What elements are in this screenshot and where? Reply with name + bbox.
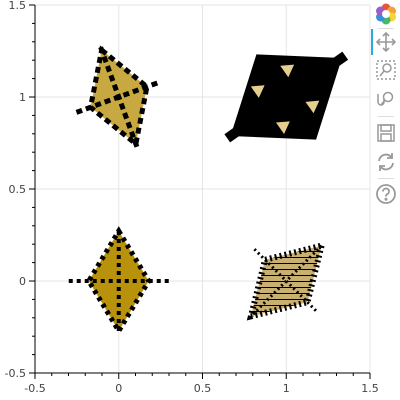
marker-triangle xyxy=(305,100,320,114)
box-zoom-tool-icon[interactable] xyxy=(374,58,398,82)
markers xyxy=(68,45,349,336)
marker-triangle xyxy=(280,64,295,78)
y-tick-label: 1 xyxy=(19,91,26,104)
diamond-cross-marker xyxy=(68,226,169,336)
x-tick-label: 0.5 xyxy=(194,382,212,395)
help-tool-icon[interactable] xyxy=(374,182,398,206)
y-tick-label: 0.5 xyxy=(9,183,27,196)
diamond-cross-marker xyxy=(75,45,162,149)
x-tick-label: 0 xyxy=(115,382,122,395)
x-tick-label: 1 xyxy=(283,382,290,395)
x-tick-label: -0.5 xyxy=(24,382,45,395)
marker-cross-v xyxy=(224,51,349,143)
pan-tool-icon[interactable] xyxy=(374,30,398,54)
active-tool-indicator xyxy=(371,29,373,55)
axes: -0.5 0 0.5 1 1.5 -0.5 0 0.5 1 1.5 xyxy=(5,0,379,395)
y-tick-label: 1.5 xyxy=(9,0,27,12)
toolbar-separator xyxy=(378,116,394,117)
marker-triangle xyxy=(276,121,290,134)
bokeh-logo-icon[interactable] xyxy=(374,2,398,26)
y-tick-label: -0.5 xyxy=(5,367,26,380)
y-tick-label: 0 xyxy=(19,275,26,288)
save-tool-icon[interactable] xyxy=(374,121,398,145)
wheel-zoom-tool-icon[interactable] xyxy=(374,88,398,112)
toolbar xyxy=(370,0,400,215)
reset-tool-icon[interactable] xyxy=(374,150,398,174)
diamond-cross-marker xyxy=(246,241,326,321)
toolbar-separator xyxy=(378,28,394,29)
x-tick-label: 1.5 xyxy=(361,382,379,395)
marker-triangle xyxy=(250,85,265,98)
diamond-cross-marker xyxy=(224,51,349,143)
marker-cross-h xyxy=(75,79,162,115)
toolbar-separator xyxy=(378,178,394,179)
